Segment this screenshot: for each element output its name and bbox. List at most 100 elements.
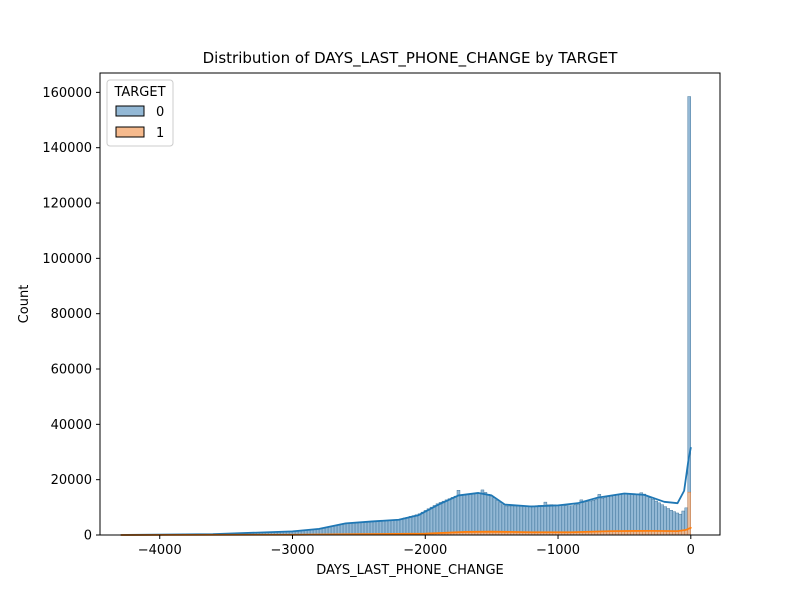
bar-target-0-bin-178: [654, 500, 658, 536]
bars-target-0: [121, 96, 691, 536]
histogram-bars: [121, 96, 691, 536]
bar-target-0-bin-97: [411, 515, 416, 536]
bar-target-0-bin-133: [519, 505, 524, 536]
bar-target-0-bin-160: [600, 497, 605, 536]
bar-target-0-bin-123: [489, 495, 494, 536]
bar-target-0-bin-163: [609, 496, 614, 536]
bar-target-0-bin-80: [360, 521, 365, 536]
bar-target-0-bin-149: [567, 505, 572, 536]
bar-target-0-bin-138: [534, 505, 539, 536]
bar-target-0-bin-161: [603, 497, 608, 536]
bar-target-0-bin-73: [339, 523, 344, 536]
bar-target-0-bin-170: [630, 493, 635, 536]
bar-target-0-bin-146: [558, 505, 563, 536]
x-tick-label: −3000: [271, 543, 315, 558]
bar-target-0-bin-164: [612, 495, 617, 536]
bar-target-0-bin-129: [507, 505, 512, 536]
x-tick-label: −4000: [138, 543, 182, 558]
bar-target-0-bin-93: [399, 518, 404, 536]
bar-target-0-bin-76: [348, 522, 353, 536]
bar-target-0-bin-86: [378, 520, 383, 536]
bar-target-0-bin-111: [453, 495, 458, 536]
y-tick-label: 120000: [42, 197, 92, 212]
bar-target-0-bin-175: [645, 495, 650, 536]
bar-target-0-bin-81: [363, 521, 368, 536]
bar-target-0-bin-91: [393, 519, 398, 536]
bar-target-0-bin-115: [465, 494, 470, 536]
bar-target-0-bin-88: [384, 520, 389, 536]
bar-target-0-bin-169: [627, 493, 632, 536]
bar-target-0-bin-79: [357, 521, 362, 536]
bar-target-0-bin-155: [585, 501, 590, 536]
bar-target-0-bin-101: [423, 510, 428, 536]
bar-target-0-bin-134: [522, 505, 527, 536]
bar-target-0-bin-143: [549, 504, 554, 536]
bar-target-0-bin-118: [474, 493, 479, 536]
bar-target-0-bin-117: [471, 493, 476, 536]
bar-target-0-bin-144: [552, 504, 557, 536]
bar-target-0-bin-77: [351, 522, 356, 536]
x-tick-label: −2000: [403, 543, 447, 558]
bar-target-0-bin-87: [381, 520, 386, 536]
y-tick-label: 140000: [42, 141, 92, 156]
bar-target-0-bin-147: [561, 505, 566, 536]
kde-curves: [120, 446, 692, 536]
bar-target-0-bin-108: [444, 499, 449, 536]
x-tick-label: 0: [687, 543, 695, 558]
chart-title: Distribution of DAYS_LAST_PHONE_CHANGE b…: [203, 49, 619, 68]
bar-target-0-bin-96: [408, 516, 413, 536]
bar-target-0-bin-126: [498, 502, 503, 536]
bar-target-0-bin-121: [483, 492, 488, 536]
bar-target-0-bin-142: [546, 504, 551, 536]
bar-target-0-bin-74: [342, 523, 347, 536]
bar-target-0-bin-110: [450, 497, 455, 536]
x-axis-title: DAYS_LAST_PHONE_CHANGE: [316, 563, 504, 578]
bar-target-0-bin-102: [426, 508, 431, 536]
y-tick-label: 0: [84, 529, 92, 544]
bar-target-0-bin-114: [462, 494, 467, 536]
bar-target-0-bin-122: [486, 493, 491, 536]
y-tick-label: 160000: [42, 86, 92, 101]
bar-target-0-bin-131: [513, 505, 518, 536]
bar-target-0-bin-100: [420, 511, 425, 536]
bar-target-0-bin-130: [510, 505, 515, 536]
bar-target-0-bin-189: [687, 96, 691, 536]
y-tick-label: 100000: [42, 252, 92, 267]
kde-line-target-0: [120, 446, 692, 536]
bar-target-0-bin-154: [582, 502, 587, 536]
bar-target-0-bin-174: [642, 493, 647, 536]
y-axis: 0 20000 40000 60000 80000 100000 120000 140000 1…: [42, 86, 100, 544]
bar-target-0-bin-152: [576, 503, 581, 536]
bar-target-0-bin-90: [390, 519, 395, 536]
bar-target-0-bin-162: [606, 496, 611, 536]
bar-target-0-bin-158: [594, 499, 599, 536]
bar-target-0-bin-151: [573, 504, 578, 536]
bar-target-0-bin-132: [516, 505, 521, 536]
bar-target-0-bin-172: [636, 493, 641, 536]
y-tick-label: 60000: [51, 363, 92, 378]
bar-target-0-bin-159: [597, 494, 602, 536]
bar-target-0-bin-83: [369, 521, 374, 536]
bar-target-0-bin-125: [495, 499, 500, 536]
bar-target-0-bin-107: [441, 500, 446, 536]
bar-target-0-bin-75: [345, 522, 350, 536]
bar-target-0-bin-128: [504, 505, 509, 536]
bar-target-0-bin-165: [615, 494, 620, 536]
legend-label-target-1: 1: [156, 126, 164, 141]
bar-target-0-bin-157: [591, 500, 596, 536]
bar-target-0-bin-127: [501, 504, 506, 536]
bar-target-0-bin-153: [579, 499, 584, 536]
bar-target-0-bin-139: [537, 505, 542, 536]
bar-target-0-bin-113: [459, 494, 464, 536]
bar-target-0-bin-95: [405, 517, 410, 536]
bar-target-0-bin-156: [588, 500, 593, 536]
bar-target-0-bin-176: [648, 497, 653, 536]
bar-target-0-bin-167: [621, 493, 626, 536]
y-axis-title: Count: [17, 285, 32, 324]
bar-target-0-bin-112: [456, 490, 461, 536]
x-tick-label: −1000: [536, 543, 580, 558]
bar-target-0-bin-82: [366, 521, 371, 536]
bar-target-0-bin-171: [633, 493, 638, 536]
bar-target-0-bin-84: [372, 520, 377, 536]
